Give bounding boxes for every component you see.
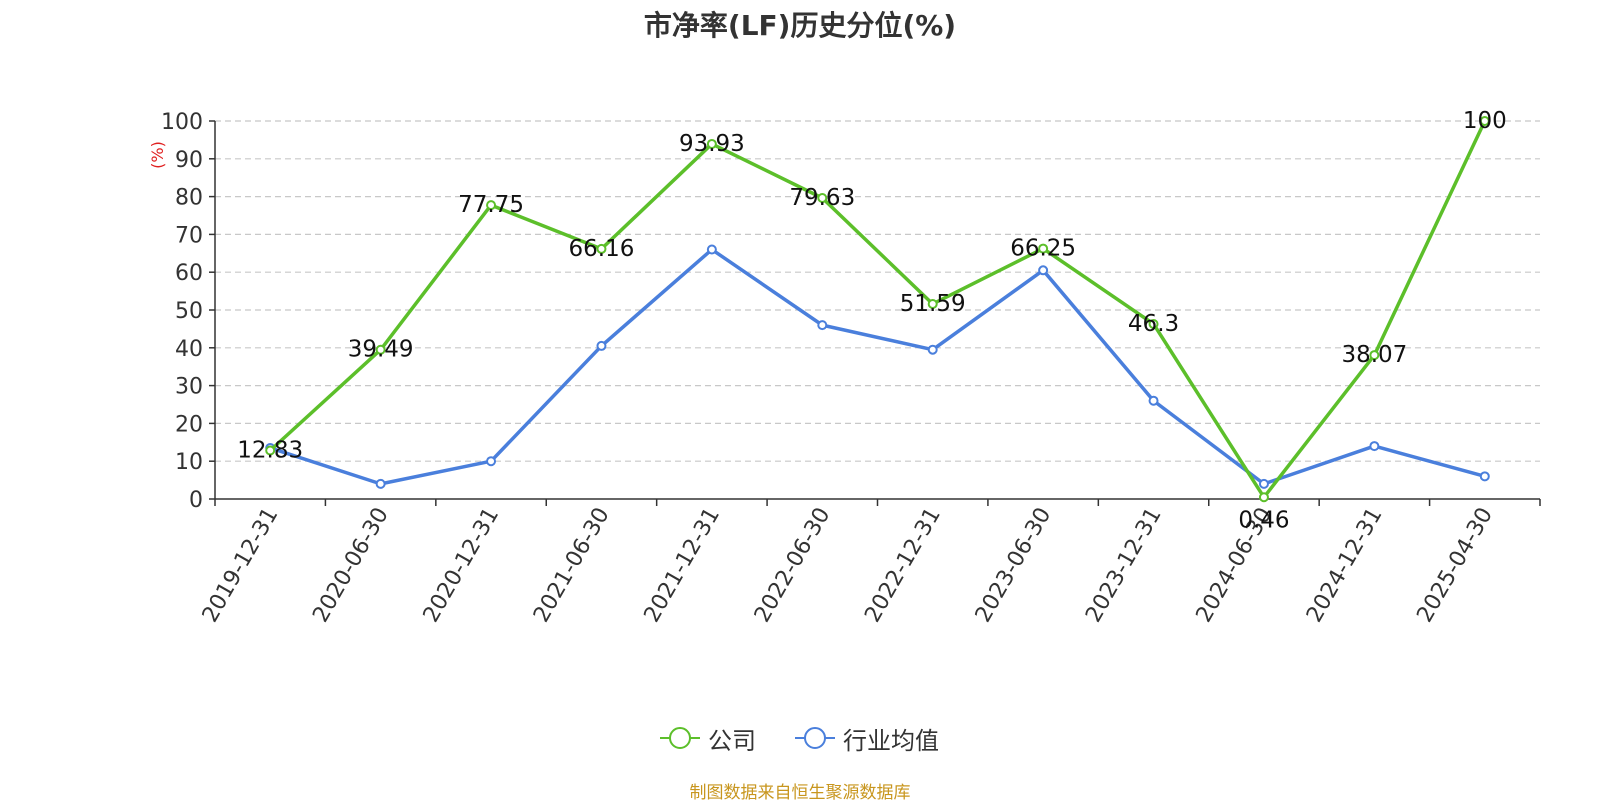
data-point-industry-average (1148, 395, 1159, 406)
x-tick-label: 2023-12-31 (1081, 504, 1167, 627)
legend-item-industry-average[interactable]: 行业均值 (795, 720, 939, 756)
legend-marker-industry-average (795, 727, 835, 749)
data-point-industry-average (1369, 441, 1380, 452)
data-label-company: 100 (1463, 108, 1507, 134)
x-tick-label: 2020-06-30 (308, 504, 394, 627)
x-tick-label: 2022-12-31 (860, 503, 946, 626)
data-point-industry-average (375, 478, 386, 489)
y-tick-label: 50 (175, 299, 203, 324)
legend-item-company[interactable]: 公司 (660, 720, 756, 756)
data-point-industry-average (817, 320, 828, 331)
series-line-industry-average (269, 247, 1486, 486)
x-tick-label: 2021-12-31 (639, 504, 725, 627)
data-point-company (596, 243, 607, 254)
data-label-company: 93.93 (679, 131, 745, 157)
data-point-industry-average (596, 340, 607, 351)
data-label-company: 39.49 (348, 337, 414, 363)
y-tick-label: 70 (175, 223, 203, 248)
data-point-company (1369, 350, 1380, 361)
y-tick-label: 100 (161, 110, 203, 135)
x-tick-label: 2020-12-31 (419, 503, 505, 626)
data-point-industry-average (706, 244, 717, 255)
data-point-industry-average (1258, 478, 1269, 489)
legend-marker-company (660, 727, 700, 749)
y-tick-label: 80 (175, 186, 203, 211)
data-point-company (1038, 243, 1049, 254)
data-point-industry-average (486, 456, 497, 467)
data-point-company (486, 200, 497, 211)
y-tick-label: 40 (175, 337, 203, 362)
y-tick-label: 10 (175, 450, 203, 475)
x-tick-label: 2024-12-31 (1302, 504, 1388, 627)
legend-label-company: 公司 (708, 726, 756, 755)
y-tick-label: 20 (175, 412, 203, 437)
data-point-company (1479, 116, 1490, 126)
legend: 公司 行业均值 (0, 720, 1600, 756)
data-point-company (1258, 492, 1269, 503)
data-point-company (817, 192, 828, 203)
data-label-company: 12.83 (237, 438, 303, 464)
x-tick-label: 2022-06-30 (750, 504, 836, 627)
data-source-note: 制图数据来自恒生聚源数据库 (689, 783, 911, 803)
y-tick-label: 90 (175, 148, 203, 173)
data-label-company: 66.16 (569, 236, 635, 262)
series-line-company (269, 120, 1487, 500)
data-point-company (706, 138, 717, 149)
data-point-company (1148, 318, 1159, 329)
y-tick-label: 30 (175, 375, 203, 400)
x-tick-label: 2021-06-30 (529, 504, 615, 627)
data-point-industry-average (1038, 265, 1049, 276)
data-label-company: 46.3 (1128, 311, 1179, 337)
data-label-company: 38.07 (1341, 342, 1407, 368)
x-tick-label: 2019-12-31 (198, 504, 284, 627)
data-point-industry-average (927, 344, 938, 355)
data-point-industry-average (1479, 471, 1490, 482)
data-label-company: 66.25 (1010, 236, 1076, 262)
data-label-company: 77.75 (458, 192, 524, 218)
data-point-company (265, 445, 276, 456)
legend-label-industry-average: 行业均值 (843, 726, 939, 755)
data-label-company: 51.59 (900, 291, 966, 317)
y-tick-label: 60 (175, 261, 203, 286)
data-label-company: 0.46 (1238, 507, 1289, 533)
chart-title: 市净率(LF)历史分位(%) (643, 9, 957, 42)
data-label-company: 79.63 (789, 185, 855, 211)
data-point-company (375, 344, 386, 355)
data-point-company (927, 298, 938, 309)
x-tick-label: 2023-06-30 (971, 504, 1057, 627)
y-tick-label: 0 (189, 488, 203, 513)
x-tick-label: 2025-04-30 (1412, 504, 1498, 627)
y-axis-label: (%) (148, 141, 167, 169)
